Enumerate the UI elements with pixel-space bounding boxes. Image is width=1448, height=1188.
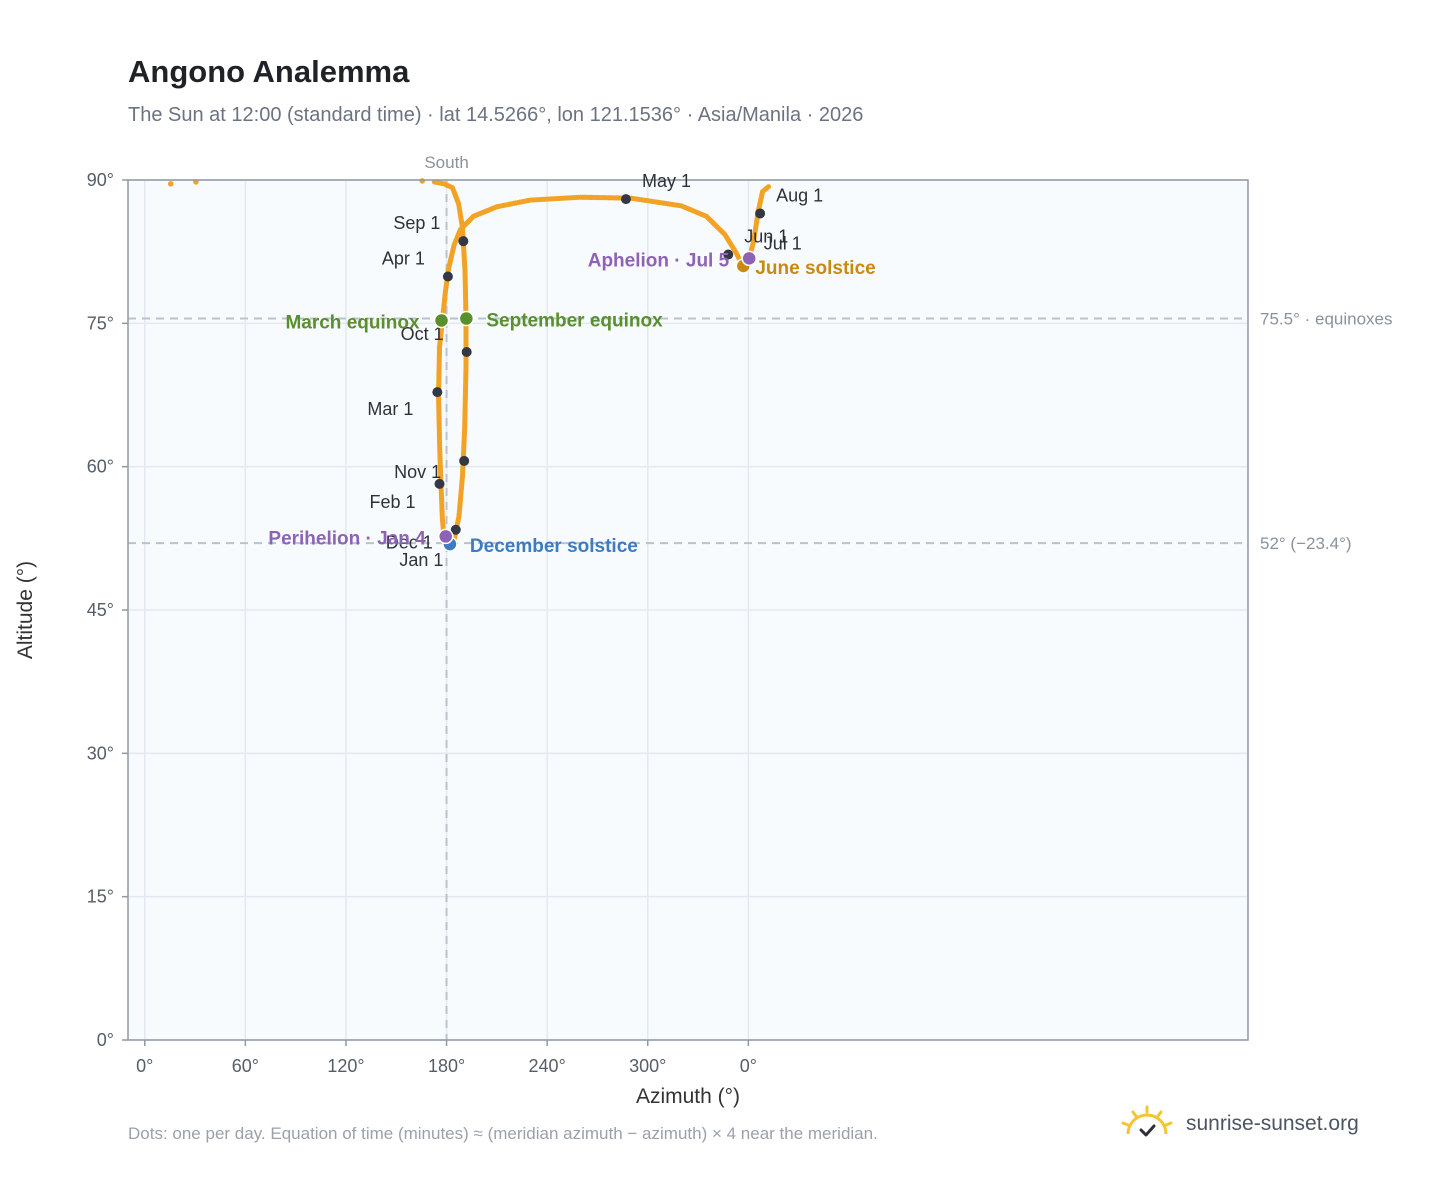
month-label: Nov 1 (394, 462, 441, 482)
x-tick-label: 120° (327, 1056, 364, 1076)
month-marker (432, 387, 443, 398)
brand-name: sunrise-sunset.org (1186, 1112, 1359, 1135)
event-marker (433, 312, 450, 329)
event-marker (741, 250, 757, 267)
event-label: September equinox (486, 311, 663, 332)
month-label: Dec 1 (386, 533, 433, 553)
event-marker (437, 528, 454, 545)
event-label: December solstice (470, 536, 638, 557)
month-label: Jan 1 (399, 550, 443, 570)
sun-logo-icon (1121, 1105, 1173, 1137)
x-tick-label: 180° (428, 1056, 465, 1076)
month-label: Apr 1 (382, 249, 425, 269)
y-axis-title: Altitude (°) (14, 561, 37, 659)
month-label: Jun 1 (744, 227, 788, 247)
chart-subtitle: The Sun at 12:00 (standard time) · lat 1… (128, 104, 864, 126)
x-tick-label: 0° (136, 1056, 153, 1076)
reference-label: 75.5° · equinoxes (1260, 310, 1393, 329)
event-label: Perihelion · Jan 4 (268, 528, 426, 549)
day-dot (167, 181, 174, 187)
month-marker (442, 271, 453, 282)
month-label: May 1 (642, 171, 691, 191)
y-tick-label: 45° (87, 600, 114, 620)
month-label: Feb 1 (370, 492, 416, 512)
month-marker (458, 236, 469, 247)
brand[interactable]: sunrise-sunset.org (1120, 1104, 1359, 1144)
month-marker (461, 347, 472, 357)
month-label: Aug 1 (776, 185, 823, 205)
month-label: Oct 1 (401, 324, 444, 344)
month-marker (450, 524, 461, 535)
y-tick-label: 90° (87, 170, 114, 190)
x-tick-label: 60° (232, 1056, 259, 1076)
event-label: March equinox (285, 312, 420, 333)
grid (128, 179, 1248, 1041)
month-label: Sep 1 (393, 213, 440, 233)
day-dot (419, 178, 426, 184)
chart-title: Angono Analemma (128, 54, 410, 89)
meridian-label: South (424, 153, 468, 172)
month-marker (434, 478, 445, 489)
axis-ticks: 0° 60° 120° 180° 240° 300° 0° 0° 15° 30° 45° 60° 75°… (87, 170, 757, 1076)
month-label: Jul 1 (764, 233, 802, 253)
y-tick-label: 0° (97, 1030, 114, 1050)
day-dot (765, 184, 772, 190)
x-tick-label: 0° (740, 1056, 757, 1076)
event-label: Aphelion · Jul 5 (588, 250, 730, 271)
month-marker (459, 455, 470, 466)
x-tick-label: 300° (629, 1056, 666, 1076)
month-marker (755, 208, 766, 219)
y-tick-label: 60° (87, 457, 114, 477)
footnote: Dots: one per day. Equation of time (min… (128, 1124, 878, 1143)
y-tick-label: 15° (87, 887, 114, 907)
y-tick-label: 75° (87, 313, 114, 333)
month-marker (620, 194, 631, 205)
x-axis-title: Azimuth (°) (636, 1085, 740, 1108)
event-label: June solstice (755, 258, 875, 279)
x-tick-label: 240° (529, 1056, 566, 1076)
month-marker (723, 249, 734, 260)
y-tick-label: 30° (87, 743, 114, 763)
reference-label: 52° (−23.4°) (1260, 534, 1352, 553)
event-marker (458, 310, 475, 327)
month-label: Mar 1 (367, 399, 413, 419)
